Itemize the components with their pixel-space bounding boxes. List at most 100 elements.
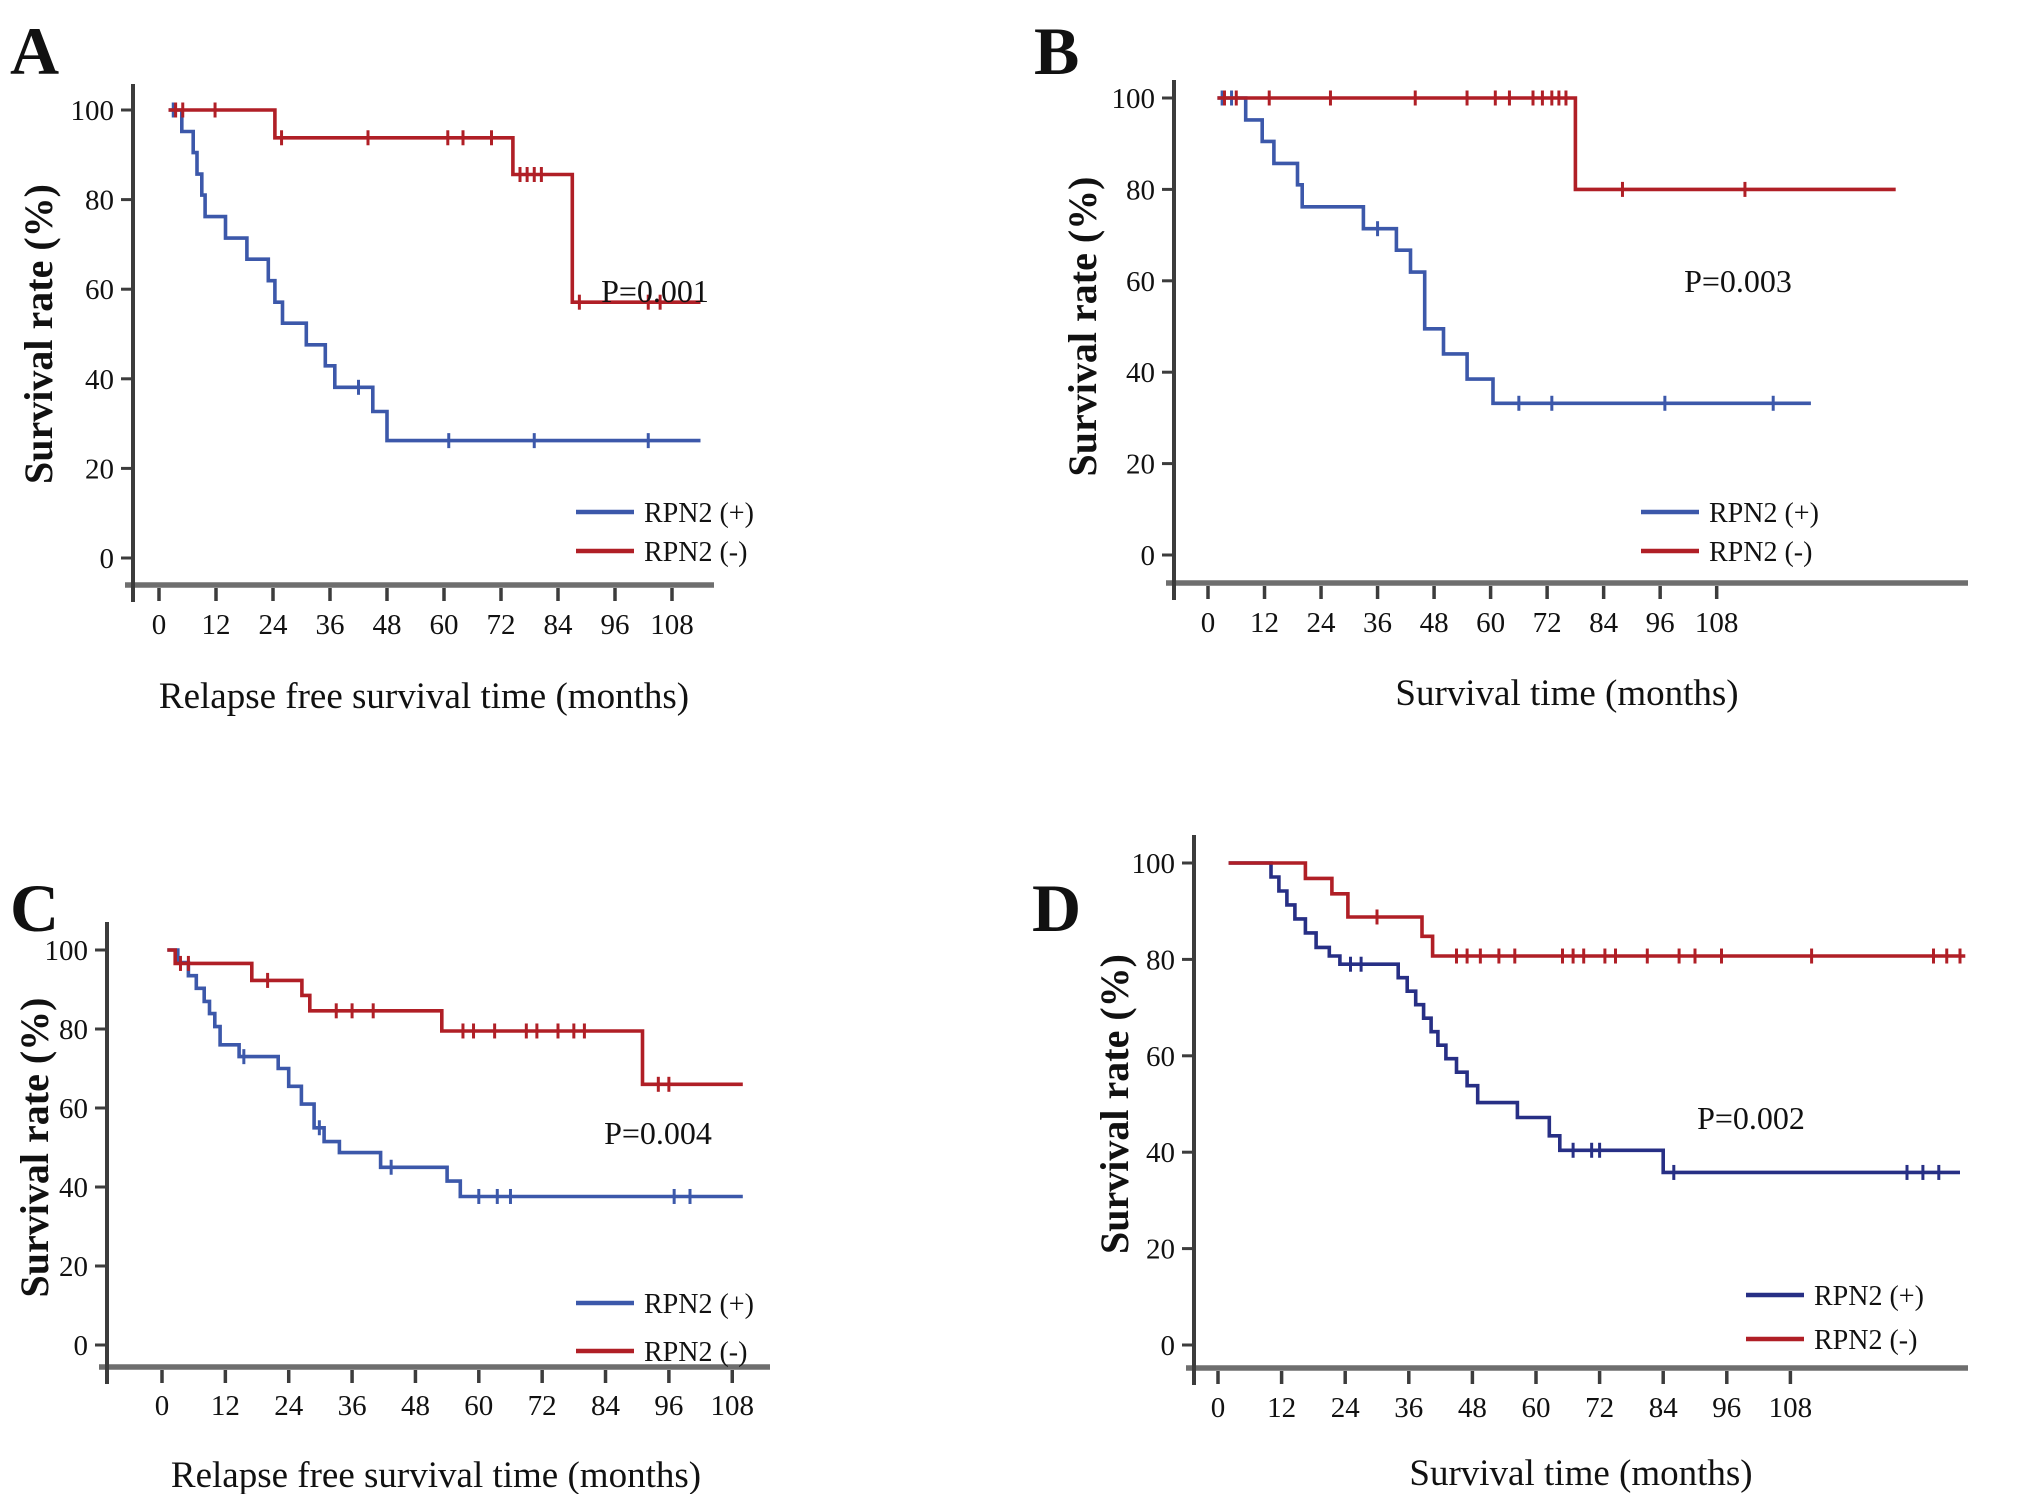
panel-a-x-tick-label: 48 [373, 609, 402, 641]
panel-c-letter: C [10, 870, 59, 946]
panel-b-x-tick-label: 0 [1201, 607, 1216, 639]
panel-a-legend-label-rpn2-negative: RPN2 (-) [644, 537, 747, 568]
panel-a-curve-rpn2-positive [168, 108, 701, 443]
panel-a-y-tick-label: 20 [85, 453, 114, 485]
panel-c-x-tick-label: 84 [591, 1390, 621, 1422]
panel-b-y-tick-label: 60 [1126, 266, 1155, 298]
panel-d-y-tick-label: 80 [1146, 944, 1175, 976]
panel-c-x-tick-label: 72 [528, 1390, 557, 1422]
panel-d-x-tick-label: 84 [1649, 1392, 1679, 1424]
panel-a-y-tick-label: 40 [85, 364, 114, 396]
panel-c-x-tick-label: 108 [710, 1390, 754, 1422]
panel-a-x-tick-label: 60 [430, 609, 459, 641]
panel-c-x-tick-label: 36 [338, 1390, 367, 1422]
panel-d-y-tick-label: 40 [1146, 1137, 1175, 1169]
panel-a-y-tick-label: 100 [71, 95, 115, 127]
panel-b-curve-rpn2-negative [1217, 96, 1896, 192]
panel-a-x-tick-label: 72 [487, 609, 516, 641]
panel-c-x-tick-label: 0 [155, 1390, 170, 1422]
panel-b-y-axis-title: Survival rate (%) [1060, 177, 1105, 477]
panel-c-y-tick-label: 80 [59, 1014, 88, 1046]
panel-c-relapse-free-survival-chart: 0 20 40 60 80 100 0 12 24 36 48 60 72 84 96 108 P=0.004 R… [10, 870, 770, 1494]
panel-c-y-tick-label: 60 [59, 1093, 88, 1125]
panel-b-p-value: P=0.003 [1684, 263, 1792, 299]
panel-c-x-tick-label: 96 [654, 1390, 683, 1422]
panel-a-x-tick-label: 96 [601, 609, 630, 641]
panel-a-x-axis-title: Relapse free survival time (months) [159, 676, 689, 717]
panel-b-y-tick-label: 80 [1126, 174, 1155, 206]
panel-c-x-tick-label: 24 [274, 1390, 304, 1422]
panel-c-curve-rpn2-negative [167, 948, 743, 1087]
panel-b-y-tick-label: 40 [1126, 357, 1155, 389]
panel-b-letter: B [1034, 13, 1079, 89]
panel-b-y-tick-label: 20 [1126, 449, 1155, 481]
panel-c-y-axis-title: Survival rate (%) [12, 998, 57, 1298]
panel-b-x-tick-label: 48 [1420, 607, 1449, 639]
panel-d-y-tick-label: 60 [1146, 1041, 1175, 1073]
panel-d-x-tick-label: 24 [1331, 1392, 1361, 1424]
panel-b-legend-label-rpn2-negative: RPN2 (-) [1709, 537, 1812, 568]
panel-b-overall-survival-chart: 0 20 40 60 80 100 0 12 24 36 48 60 72 84 96 108 P=0.003 R… [1034, 13, 1968, 714]
panel-d-x-axis-title: Survival time (months) [1409, 1453, 1752, 1494]
panel-c-y-tick-label: 100 [45, 935, 89, 967]
panel-b-x-tick-label: 24 [1307, 607, 1337, 639]
panel-b-x-tick-label: 72 [1533, 607, 1562, 639]
panel-b-y-tick-label: 0 [1141, 540, 1156, 572]
panel-a-x-tick-label: 108 [650, 609, 694, 641]
panel-b-x-tick-label: 96 [1646, 607, 1675, 639]
panel-d-y-tick-label: 100 [1132, 848, 1176, 880]
panel-d-x-tick-label: 72 [1585, 1392, 1614, 1424]
panel-c-y-tick-label: 40 [59, 1172, 88, 1204]
panel-a-x-tick-label: 36 [316, 609, 345, 641]
panel-d-x-tick-label: 60 [1522, 1392, 1551, 1424]
panel-d-x-tick-label: 48 [1458, 1392, 1487, 1424]
panel-d-x-tick-label: 96 [1712, 1392, 1741, 1424]
panel-c-y-tick-label: 20 [59, 1251, 88, 1283]
panel-c-x-tick-label: 48 [401, 1390, 430, 1422]
panel-d-overall-survival-chart: 0 20 40 60 80 100 0 12 24 36 48 60 72 84 96 108 P=0.002 R… [1032, 835, 1968, 1494]
panel-d-x-tick-label: 0 [1211, 1392, 1226, 1424]
panel-d-curve-rpn2-negative [1228, 861, 1966, 958]
panel-a-x-tick-label: 0 [152, 609, 167, 641]
panel-c-curve-rpn2-positive [167, 948, 743, 1199]
panel-a-p-value: P=0.001 [601, 273, 709, 309]
panel-a-y-tick-label: 80 [85, 185, 114, 217]
panel-a-curve-rpn2-negative [168, 108, 701, 304]
panel-c-x-tick-label: 12 [211, 1390, 240, 1422]
panel-a-x-tick-label: 84 [544, 609, 574, 641]
panel-b-x-tick-label: 36 [1363, 607, 1392, 639]
panel-d-curve-rpn2-positive [1228, 861, 1960, 1175]
panel-a-legend-label-rpn2-positive: RPN2 (+) [644, 498, 754, 529]
panel-a-letter: A [10, 13, 59, 89]
panel-a-y-tick-label: 60 [85, 274, 114, 306]
panel-b-legend-label-rpn2-positive: RPN2 (+) [1709, 498, 1819, 529]
panel-b-x-tick-label: 84 [1589, 607, 1619, 639]
panel-a-y-tick-label: 0 [100, 543, 115, 575]
panel-d-legend-label-rpn2-negative: RPN2 (-) [1814, 1325, 1917, 1356]
panel-a-y-axis-title: Survival rate (%) [16, 184, 61, 484]
panel-a-x-tick-label: 12 [202, 609, 231, 641]
panel-a-x-tick-label: 24 [259, 609, 289, 641]
panel-b-x-tick-label: 12 [1250, 607, 1279, 639]
panel-d-p-value: P=0.002 [1697, 1100, 1805, 1136]
panel-d-x-tick-label: 12 [1267, 1392, 1296, 1424]
panel-b-x-tick-label: 60 [1476, 607, 1505, 639]
panel-a-relapse-free-survival-chart: 0 20 40 60 80 100 0 12 24 36 48 60 72 84 96 108 P=0.001 R… [10, 13, 754, 717]
panel-d-x-tick-label: 108 [1769, 1392, 1813, 1424]
panel-c-x-axis-title: Relapse free survival time (months) [171, 1455, 701, 1494]
panel-d-letter: D [1032, 870, 1081, 946]
panel-c-p-value: P=0.004 [604, 1115, 712, 1151]
panel-b-x-axis-title: Survival time (months) [1395, 673, 1738, 714]
panel-b-curve-rpn2-positive [1217, 96, 1811, 406]
panel-d-y-tick-label: 20 [1146, 1234, 1175, 1266]
panel-c-legend-label-rpn2-positive: RPN2 (+) [644, 1289, 754, 1320]
panel-c-y-tick-label: 0 [74, 1330, 89, 1362]
panel-d-legend-label-rpn2-positive: RPN2 (+) [1814, 1281, 1924, 1312]
panel-d-y-tick-label: 0 [1161, 1330, 1176, 1362]
panel-b-y-tick-label: 100 [1112, 83, 1156, 115]
panel-d-y-axis-title: Survival rate (%) [1092, 954, 1137, 1254]
panel-c-legend-label-rpn2-negative: RPN2 (-) [644, 1337, 747, 1368]
panel-c-x-tick-label: 60 [464, 1390, 493, 1422]
panel-b-x-tick-label: 108 [1695, 607, 1739, 639]
